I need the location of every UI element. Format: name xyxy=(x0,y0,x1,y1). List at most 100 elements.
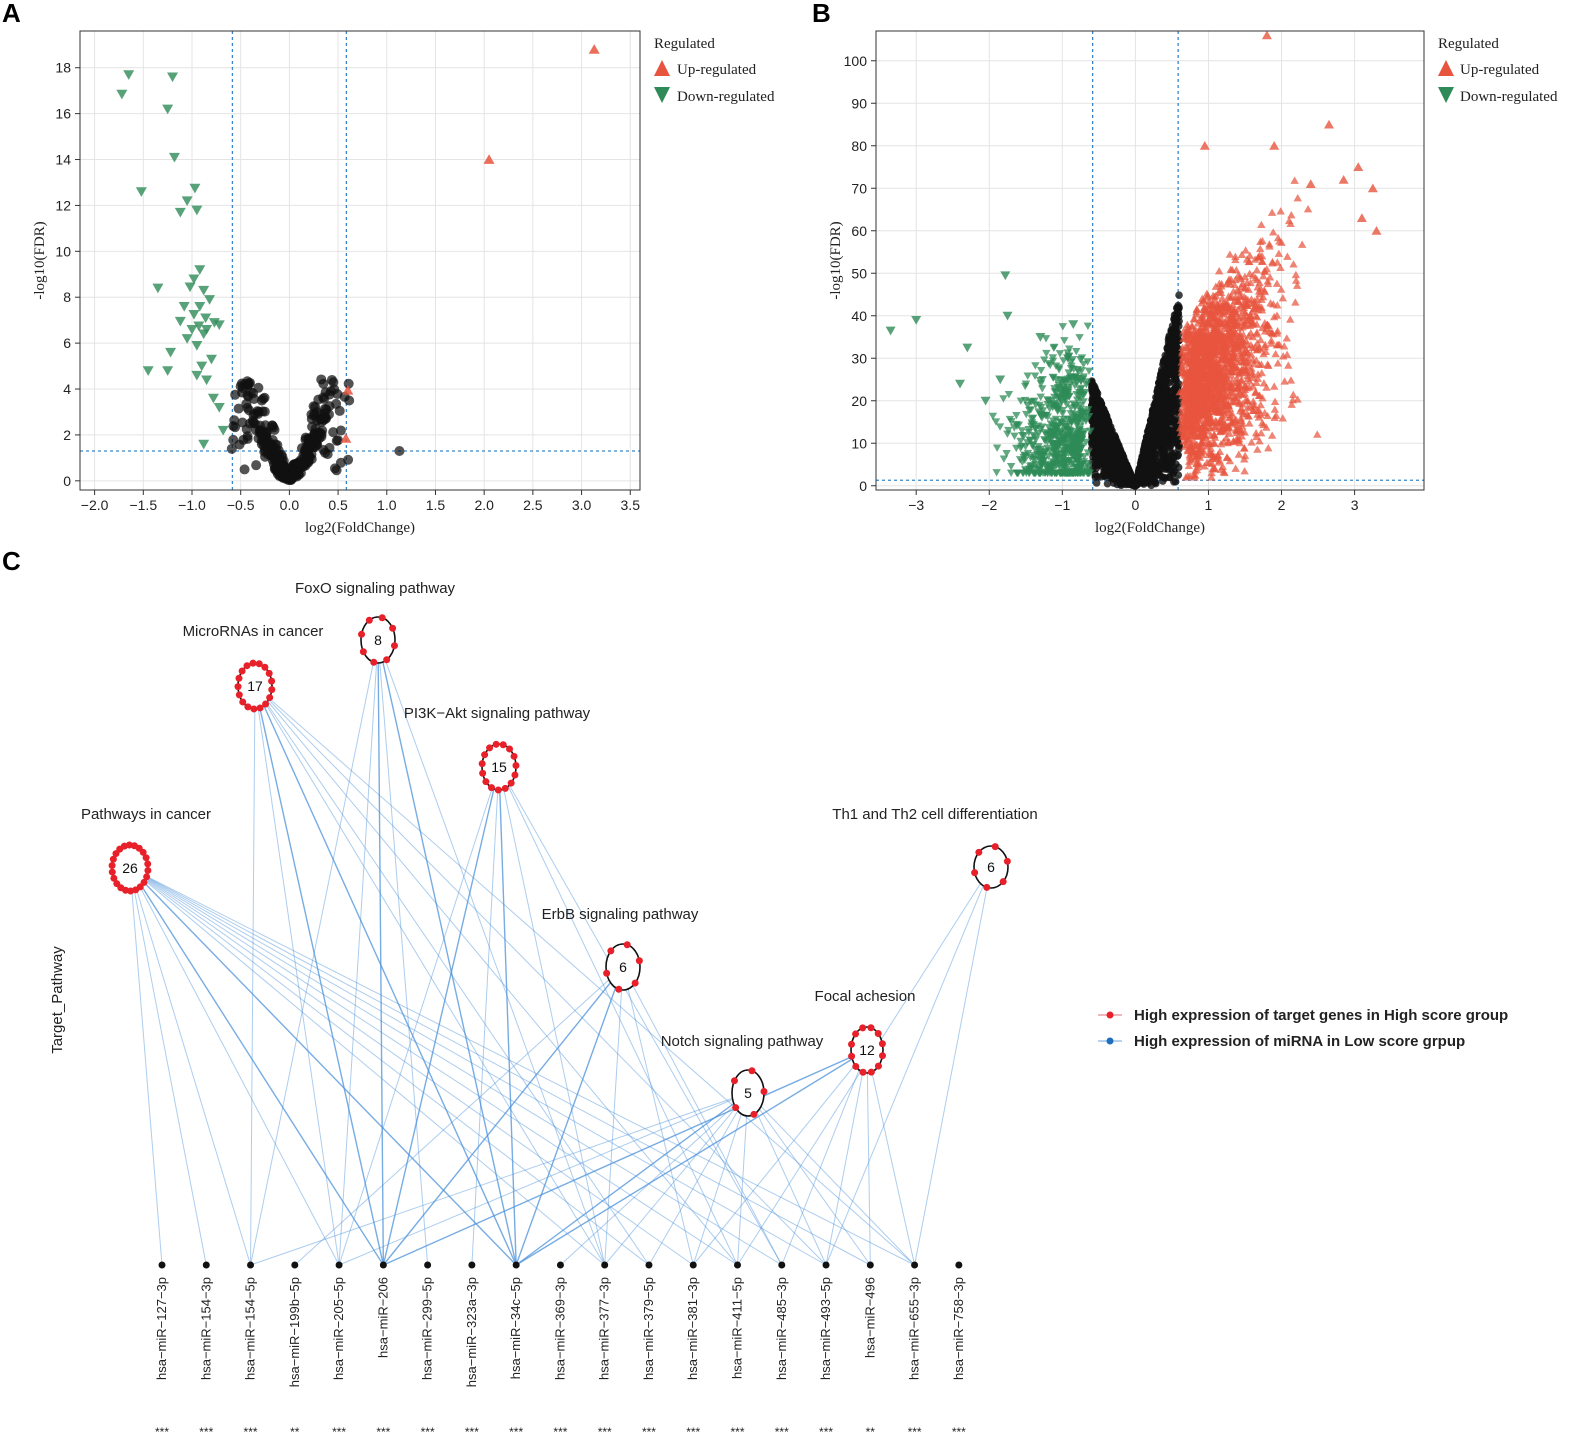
up-point xyxy=(1213,388,1223,396)
network-edge xyxy=(338,639,379,1266)
down-point xyxy=(1051,432,1061,441)
ns-point xyxy=(229,415,240,426)
gene-dot xyxy=(261,663,269,671)
up-point xyxy=(1193,371,1203,379)
pathway-node xyxy=(360,616,396,664)
up-point xyxy=(1228,311,1238,320)
down-point xyxy=(1050,388,1060,396)
down-point xyxy=(1041,335,1051,343)
up-point xyxy=(1271,349,1280,358)
down-point xyxy=(1068,320,1079,329)
down-point xyxy=(995,375,1006,385)
y-tick-label: 60 xyxy=(851,223,867,239)
ns-point xyxy=(1141,440,1150,448)
down-point xyxy=(1043,444,1052,453)
up-point xyxy=(1252,275,1262,284)
mirna-node xyxy=(734,1261,742,1269)
up-point xyxy=(1225,429,1234,437)
up-point xyxy=(1240,362,1249,371)
gene-dot xyxy=(487,784,495,792)
down-point xyxy=(174,207,186,218)
gene-dot xyxy=(971,869,979,877)
ns-point xyxy=(335,457,346,468)
legend-title-b: Regulated xyxy=(1438,36,1499,52)
up-point xyxy=(1253,445,1262,453)
down-point xyxy=(1041,460,1050,469)
mirna-node xyxy=(468,1261,476,1269)
mirna-significance: ** xyxy=(290,1425,300,1438)
up-point xyxy=(1197,327,1206,335)
down-point xyxy=(1031,362,1040,370)
up-point xyxy=(1193,319,1202,327)
ns-point xyxy=(1109,469,1117,478)
y-tick-label: 12 xyxy=(55,197,71,213)
ns-point xyxy=(306,438,317,449)
down-point xyxy=(1023,372,1032,380)
y-tick-label: 40 xyxy=(851,308,867,324)
mirna-node xyxy=(911,1261,919,1269)
gene-dot xyxy=(878,1040,886,1048)
ns-point xyxy=(1148,473,1157,482)
down-point xyxy=(1083,358,1092,366)
ns-point xyxy=(257,427,268,438)
down-point xyxy=(167,72,179,83)
down-point xyxy=(1024,426,1033,434)
network-edge xyxy=(254,685,738,1266)
up-point xyxy=(1286,376,1296,384)
up-point xyxy=(1206,347,1215,356)
ns-point xyxy=(316,374,327,385)
up-point xyxy=(1218,421,1228,429)
y-axis-label-a: -log10(FDR) xyxy=(32,221,48,299)
down-point xyxy=(1055,437,1065,445)
down-point xyxy=(1026,406,1036,414)
down-point xyxy=(198,329,210,340)
up-point xyxy=(1196,430,1205,438)
up-point xyxy=(1184,419,1194,427)
x-axis-label-a: log2(FoldChange) xyxy=(305,520,415,536)
ns-point xyxy=(1162,419,1171,428)
down-point xyxy=(991,418,1001,426)
down-point xyxy=(1055,350,1065,358)
x-tick-label: −2.0 xyxy=(81,497,109,513)
up-point xyxy=(1189,352,1198,360)
up-point xyxy=(1210,363,1219,372)
pathway-count: 5 xyxy=(744,1085,752,1101)
ns-point xyxy=(226,443,237,454)
ns-point xyxy=(335,425,346,436)
up-point xyxy=(1242,278,1252,286)
ns-point xyxy=(1172,352,1181,360)
legend-up-marker-a xyxy=(654,60,670,76)
network-edge xyxy=(498,766,783,1266)
mirna-label: hsa−miR−369−3p xyxy=(552,1277,567,1380)
up-point xyxy=(1265,242,1274,250)
up-point xyxy=(1270,413,1279,421)
network-edge xyxy=(129,867,738,1266)
up-point xyxy=(1267,336,1276,344)
up-point xyxy=(1238,390,1247,399)
up-point xyxy=(342,384,354,395)
ns-point xyxy=(1172,376,1180,385)
ns-point xyxy=(1148,426,1156,434)
plot-frame-b xyxy=(875,30,1425,491)
ns-point xyxy=(1100,405,1108,414)
ns-point xyxy=(251,460,262,471)
network-edge xyxy=(129,867,384,1266)
up-point xyxy=(1233,425,1242,434)
mirna-significance: *** xyxy=(509,1425,523,1438)
volcano-plot-a: −2.0 −1.5 −1.0 −0.5 0.0 0.5 1.0 1.5 2.0 2.5 3.0 3.5… xyxy=(32,30,775,536)
up-point xyxy=(1205,411,1214,420)
ns-point xyxy=(1108,456,1117,465)
ns-point xyxy=(1092,422,1101,431)
mirna-significance: *** xyxy=(686,1425,700,1438)
ns-point xyxy=(258,440,269,451)
mirna-nodes: hsa−miR−127−3p***hsa−miR−154−3p***hsa−mi… xyxy=(154,1261,966,1438)
up-point xyxy=(1177,368,1187,376)
ns-point xyxy=(239,464,250,475)
up-point xyxy=(1231,464,1240,472)
up-point xyxy=(1188,369,1197,377)
down-point xyxy=(1025,436,1034,444)
mirna-label: hsa−miR−34c−5p xyxy=(508,1277,523,1379)
y-tick-label: 100 xyxy=(844,53,868,69)
mirna-node xyxy=(424,1261,432,1269)
